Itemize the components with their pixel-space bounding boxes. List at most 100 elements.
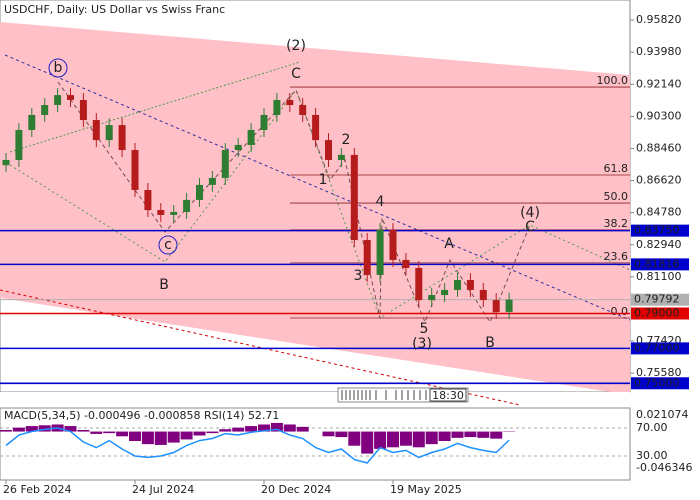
macd-bar — [38, 425, 51, 432]
macd-value: -0.000496 — [84, 409, 140, 422]
time-label: 18:30 — [432, 389, 464, 402]
candle-body — [15, 129, 23, 160]
candle-body — [389, 229, 397, 260]
macd-bar — [206, 431, 219, 434]
rsi-name: RSI(14) — [204, 409, 244, 422]
time-scroller: 18:30 — [337, 387, 469, 403]
candle-body — [415, 267, 423, 301]
macd-bar — [129, 431, 141, 442]
y-tick-label: 0.84780 — [636, 206, 682, 219]
candle-body — [183, 199, 191, 212]
macd-bar — [361, 431, 374, 454]
level-label: 0.75000 — [634, 376, 680, 389]
candle-body — [376, 229, 384, 275]
level-label: 0.83750 — [634, 224, 680, 237]
wave-circle — [48, 58, 68, 78]
macd-bar — [425, 431, 438, 445]
level-box — [631, 224, 689, 237]
y-tick-label: 0.81100 — [636, 270, 682, 283]
macd-bar — [322, 431, 335, 437]
level-box — [631, 342, 689, 355]
x-tick-label: 24 Jul 2024 — [132, 483, 194, 496]
indicator-panel — [0, 407, 631, 481]
candle-body — [260, 114, 268, 130]
macd-bar — [258, 424, 270, 432]
y2-tick-label: 30.00 — [636, 449, 668, 462]
fib-label: 50.0 — [604, 190, 629, 203]
level-label: 0.79792 — [634, 293, 680, 306]
level-box — [631, 293, 689, 306]
candle-body — [505, 299, 513, 312]
wave-label: 1 — [319, 172, 328, 188]
candle-body — [350, 154, 358, 241]
level-label: 0.79000 — [634, 306, 680, 319]
wave-label: B — [159, 277, 169, 293]
candle-body — [67, 95, 74, 100]
macd-bar — [387, 431, 399, 448]
trend-line — [0, 289, 521, 406]
macd-bar — [90, 431, 103, 434]
candle-body — [363, 240, 371, 275]
candle-body — [312, 114, 320, 141]
candle-body — [41, 105, 49, 115]
y-tick-label: 0.93980 — [636, 45, 682, 58]
macd-bar — [477, 431, 490, 438]
macd-name: MACD(5,34,5) — [4, 409, 81, 422]
trend-line — [4, 54, 631, 321]
candle-body — [454, 280, 461, 290]
chart-title: USDCHF, Daily: US Dollar vs Swiss Franc — [4, 3, 225, 16]
macd-bar — [399, 431, 412, 446]
candle-body — [92, 120, 100, 141]
wave-label: (3) — [412, 336, 432, 352]
y-tick-label: 0.90300 — [636, 109, 682, 122]
fib-label: 23.6 — [604, 250, 629, 263]
macd-bar — [141, 431, 154, 445]
candle-body — [28, 114, 36, 130]
wave-label: c — [164, 237, 172, 253]
candle-body — [208, 177, 216, 185]
macd-bar — [167, 431, 180, 443]
level-label: 0.77000 — [634, 341, 680, 354]
candle-body — [299, 105, 307, 115]
candle-body — [170, 211, 178, 215]
macd-bar — [116, 431, 129, 437]
macd-bar — [283, 424, 296, 432]
candle-body — [2, 159, 10, 166]
macd-bar — [193, 431, 206, 436]
y-tick-label: 0.75580 — [636, 366, 682, 379]
wave-label: b — [54, 60, 63, 76]
candle-body — [79, 99, 87, 121]
macd-bar — [335, 431, 348, 438]
fib-label: 61.8 — [604, 162, 629, 175]
macd-bar — [490, 431, 503, 439]
candle-body — [428, 295, 436, 301]
x-tick-label: 19 May 2025 — [390, 483, 462, 496]
wave-label: (4) — [520, 205, 540, 221]
candle-body — [247, 129, 255, 145]
macd-bar — [25, 426, 38, 432]
macd-bar — [219, 429, 232, 432]
level-box — [631, 258, 689, 271]
macd-bar — [438, 431, 451, 442]
candle-body — [337, 154, 345, 160]
candle-body — [131, 150, 139, 190]
y-tick-label: 0.88460 — [636, 141, 682, 154]
wave-line — [9, 88, 631, 319]
macd-bar — [270, 422, 283, 432]
indicator-title: MACD(5,34,5) -0.000496 -0.000858 RSI(14)… — [4, 409, 279, 422]
channel — [0, 22, 630, 395]
candle-body — [441, 289, 449, 296]
candle-body — [492, 300, 500, 312]
macd-bar — [77, 429, 90, 432]
candle-body — [234, 144, 242, 151]
y-tick-label: 0.82940 — [636, 238, 682, 251]
macd-bar — [64, 426, 77, 432]
wave-label: C — [525, 219, 535, 235]
wave-label: 4 — [376, 194, 385, 210]
level-label: 0.81816 — [634, 257, 680, 270]
macd-bar — [296, 426, 309, 432]
candle-body — [105, 125, 113, 141]
candle-body — [54, 95, 62, 106]
candle-body — [402, 259, 410, 268]
